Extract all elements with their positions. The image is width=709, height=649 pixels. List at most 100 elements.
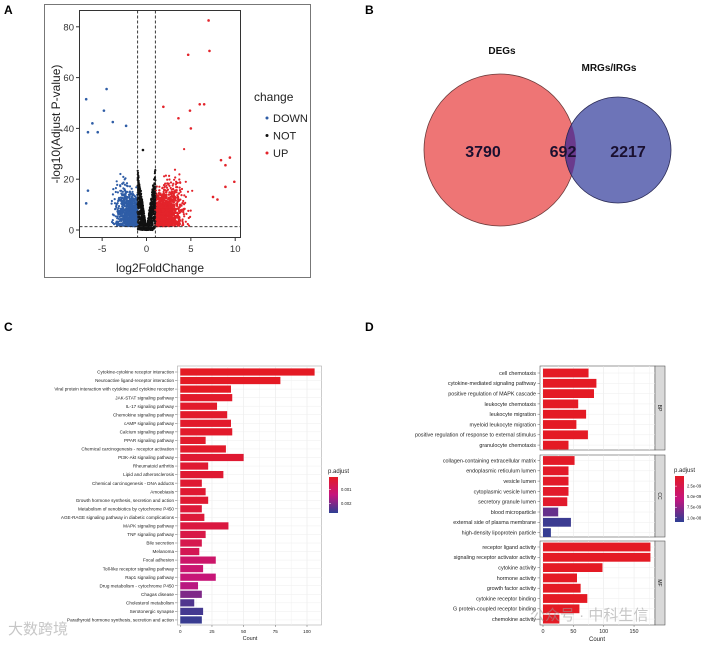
venn-count-mrgs-only: 2217 [610,144,646,161]
volcano-point-down [121,207,124,210]
volcano-point-up [174,211,177,215]
category-label: cytokine-mediated signaling pathway [448,381,536,387]
volcano-point-up [233,180,236,184]
volcano-point-down [91,122,94,125]
volcano-point-down [105,87,108,91]
volcano-point-up [164,206,167,209]
volcano-point-up [186,190,190,193]
volcano-point-up [189,209,192,212]
category-label: cytoplasmic vesicle lumen [474,489,536,495]
volcano-point-not [151,195,154,198]
volcano-point-up [182,223,185,226]
volcano-point-up [169,214,172,217]
volcano-point-not [136,203,140,206]
volcano-point-down [110,199,113,203]
p-adjust-colorbar [675,476,684,522]
volcano-point-down [111,193,114,196]
bar [180,530,206,539]
volcano-point-not [143,220,146,223]
volcano-point-down [114,215,117,218]
volcano-point-down [130,206,133,209]
category-label: vesicle lumen [503,479,536,485]
volcano-point-up [160,202,163,205]
volcano-point-down [112,188,115,191]
volcano-point-not [139,218,142,221]
volcano-point-down [134,203,137,206]
category-label: G protein-coupled receptor binding [453,607,536,613]
volcano-point-not [139,193,142,196]
volcano-point-down [123,208,126,211]
bar [543,368,589,378]
category-label: JAK-STAT signaling pathway [115,395,174,400]
volcano-point-up [165,189,168,192]
y-tick-label: 40 [63,124,74,135]
volcano-point-not [150,201,153,204]
volcano-point-down [117,205,121,208]
volcano-point-down [134,220,138,223]
volcano-point-up [181,222,185,225]
volcano-point-down [114,190,117,194]
volcano-point-up [163,188,166,191]
volcano-point-down [131,190,134,193]
volcano-point-up [175,191,178,194]
bar [180,394,233,402]
bar [543,409,587,419]
volcano-point-down [113,198,116,201]
volcano-point-down [128,211,131,214]
volcano-point-up [176,212,179,215]
volcano-point-up [178,222,181,226]
legend-up-marker [265,151,269,155]
volcano-point-down [126,200,129,203]
volcano-point-up [164,174,167,177]
legend-up-label: UP [273,148,288,160]
category-label: TNF signaling pathway [127,532,174,537]
volcano-point-up [183,148,186,151]
volcano-point-not [141,198,144,201]
volcano-point-up [161,212,164,215]
volcano-point-up [172,208,176,212]
volcano-point-down [84,202,88,205]
volcano-point-up [162,199,165,202]
volcano-point-not [150,216,153,219]
volcano-point-down [135,186,138,189]
volcano-point-down [131,200,134,203]
volcano-point-down [124,221,127,225]
y-tick-label: 60 [63,73,74,84]
volcano-point-down [84,97,88,101]
facet-strip [654,365,666,451]
volcano-point-up [173,168,177,171]
panel-label-c: C [4,320,13,334]
volcano-point-up [165,184,168,187]
volcano-point-up [172,199,175,202]
volcano-point-down [134,195,137,198]
volcano-point-not [146,219,149,222]
colorbar-tick-label: 0.002 [341,501,352,506]
volcano-point-up [167,209,170,212]
volcano-point-down [121,190,124,193]
bar [543,604,580,614]
volcano-point-up [176,186,179,189]
bar [543,456,575,465]
volcano-point-not [137,197,140,200]
bar [180,376,281,385]
volcano-point-down [129,197,132,200]
volcano-point-up [170,195,173,198]
volcano-point-up [176,181,179,184]
volcano-point-up [159,212,163,215]
volcano-point-down [115,180,118,183]
volcano-point-down [135,214,138,217]
volcano-point-up [168,219,171,222]
volcano-point-up [176,207,179,210]
volcano-point-down [125,182,129,185]
volcano-point-not [141,208,145,211]
volcano-point-not [137,201,141,204]
watermark-left: 大数跨境 [8,620,68,638]
volcano-point-up [161,210,165,213]
x-axis-label: Count [589,637,605,643]
category-label: external side of plasma membrane [453,520,536,526]
volcano-point-down [134,201,137,204]
x-tick-label: 0 [144,244,149,255]
volcano-point-not [146,227,149,230]
volcano-point-up [169,186,172,190]
volcano-point-up [224,163,227,167]
